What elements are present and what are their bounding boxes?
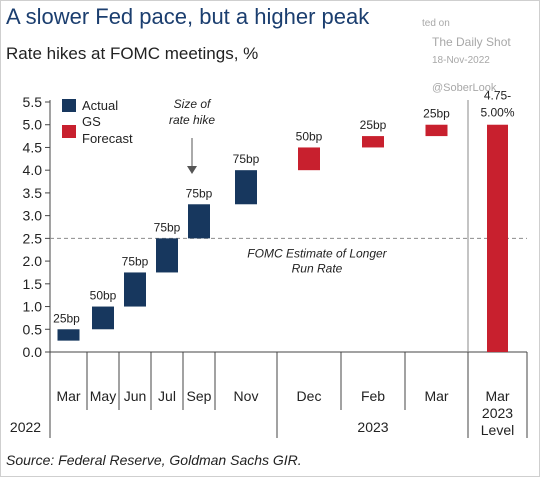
bar — [235, 170, 257, 205]
x-tick-label: Jul — [158, 388, 176, 404]
data-label: 75bp — [233, 152, 260, 166]
data-label: 75bp — [122, 254, 149, 268]
data-label: 4.75- — [484, 89, 511, 103]
watermark-line: @SoberLook — [432, 82, 497, 94]
watermark-line: ted on — [422, 18, 450, 29]
x-tick-label: Dec — [297, 388, 322, 404]
x-tick-label: Sep — [187, 388, 212, 404]
x-tick-label: Mar — [56, 388, 80, 404]
y-tick-label: 1.0 — [23, 299, 43, 315]
bar — [188, 204, 210, 239]
y-tick-label: 3.5 — [23, 185, 43, 201]
y-tick-label: 2.0 — [23, 253, 43, 269]
y-tick-label: 2.5 — [23, 230, 43, 246]
bar — [298, 147, 320, 171]
legend-label: Actual — [82, 98, 118, 113]
bar — [57, 329, 80, 341]
x-tick-label: Feb — [361, 388, 385, 404]
y-tick-label: 1.5 — [23, 276, 43, 292]
source-note: Source: Federal Reserve, Goldman Sachs G… — [6, 452, 302, 468]
year-label: 2023 — [357, 419, 388, 435]
x-tick-label: Jun — [124, 388, 147, 404]
annotation-arrowhead — [187, 166, 197, 174]
x-tick-label: May — [90, 388, 116, 404]
legend-label: GS — [82, 114, 101, 129]
annotation-text: Size of — [174, 97, 212, 111]
y-tick-label: 5.5 — [23, 94, 43, 110]
legend-swatch-forecast — [62, 125, 76, 138]
legend-label: Forecast — [82, 131, 133, 146]
data-label: 25bp — [423, 107, 450, 121]
y-tick-label: 3.0 — [23, 208, 43, 224]
bar — [362, 136, 384, 148]
x-tick-label: 2023 — [482, 405, 513, 421]
legend-swatch-actual — [62, 99, 76, 112]
bar — [92, 306, 114, 330]
data-label: 50bp — [90, 289, 117, 303]
data-label: 25bp — [53, 311, 80, 325]
y-tick-label: 4.5 — [23, 139, 43, 155]
bar — [487, 124, 508, 353]
reference-line-label: FOMC Estimate of Longer — [247, 246, 387, 260]
watermark-line: 18-Nov-2022 — [432, 55, 490, 66]
y-tick-label: 0.0 — [23, 344, 43, 360]
data-label: 50bp — [296, 129, 323, 143]
chart-subtitle: Rate hikes at FOMC meetings, % — [6, 44, 259, 63]
bar — [425, 124, 448, 137]
chart-title: A slower Fed pace, but a higher peak — [6, 4, 370, 29]
watermark-line: The Daily Shot — [432, 35, 511, 49]
y-tick-label: 0.5 — [23, 321, 43, 337]
y-tick-label: 5.0 — [23, 117, 43, 133]
data-label: 75bp — [186, 186, 213, 200]
x-tick-label: Mar — [485, 388, 509, 404]
data-label: 75bp — [154, 220, 181, 234]
data-label: 25bp — [360, 118, 387, 132]
x-tick-label: Mar — [424, 388, 448, 404]
x-tick-label: Nov — [234, 388, 259, 404]
year-label: 2022 — [10, 419, 41, 435]
y-tick-label: 4.0 — [23, 162, 43, 178]
bar — [156, 238, 178, 273]
x-tick-label: Level — [481, 422, 514, 438]
data-label: 5.00% — [480, 106, 514, 120]
reference-line-label: Run Rate — [292, 261, 343, 275]
annotation-text: rate hike — [169, 113, 215, 127]
bar — [124, 272, 146, 307]
